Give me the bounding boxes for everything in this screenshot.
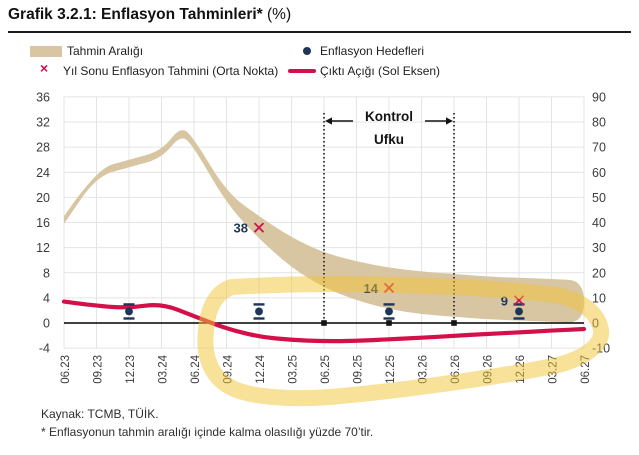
highlight-marker <box>197 276 610 407</box>
band-swatch-icon <box>30 46 62 57</box>
svg-text:12.25: 12.25 <box>385 355 397 384</box>
svg-text:40: 40 <box>592 216 606 230</box>
svg-text:12.24: 12.24 <box>255 354 267 383</box>
svg-text:8: 8 <box>43 266 50 280</box>
target-dot-icon <box>303 47 311 55</box>
svg-text:28: 28 <box>36 141 50 155</box>
inflation-forecast-chart: Kontrol Ufku3814936322824201612840-490807… <box>36 90 610 407</box>
svg-text:50: 50 <box>592 191 606 205</box>
svg-text:12: 12 <box>36 241 50 255</box>
left-axis-labels: 36 32 28 24 20 16 12 8 4 0 -4 <box>36 90 50 355</box>
svg-text:-4: -4 <box>39 342 50 356</box>
control-horizon: Kontrol Ufku <box>321 109 457 326</box>
svg-text:16: 16 <box>36 216 50 230</box>
svg-text:9: 9 <box>501 293 508 308</box>
svg-text:10: 10 <box>592 291 606 305</box>
legend-output-gap-label: Çıktı Açığı (Sol Eksen) <box>320 64 441 78</box>
svg-text:03.25: 03.25 <box>287 355 299 384</box>
svg-text:30: 30 <box>592 241 606 255</box>
output-gap-line-icon <box>288 69 316 73</box>
svg-text:20: 20 <box>592 266 606 280</box>
svg-text:4: 4 <box>43 291 50 305</box>
title-divider <box>8 31 631 33</box>
svg-text:09.25: 09.25 <box>352 355 364 384</box>
svg-text:20: 20 <box>36 191 50 205</box>
chart-title-unit: (%) <box>267 6 292 23</box>
svg-text:0: 0 <box>43 317 50 331</box>
svg-text:06.25: 06.25 <box>320 355 332 384</box>
legend-band-label: Tahmin Aralığı <box>67 44 144 58</box>
footnotes: Kaynak: TCMB, TÜİK. * Enflasyonun tahmin… <box>41 405 373 441</box>
svg-text:60: 60 <box>592 166 606 180</box>
chart-area: Kontrol Ufku 38 14 9 36 32 28 24 20 16 12 8 4 0 -4 90 80 7… <box>0 85 639 415</box>
svg-text:70: 70 <box>592 141 606 155</box>
output-gap-line <box>61 299 587 344</box>
svg-text:90: 90 <box>592 91 606 105</box>
x-marker-icon: × <box>40 60 49 76</box>
legend-targets-label: Enflasyon Hedefleri <box>320 44 425 58</box>
chart-title-main: Grafik 3.2.1: Enflasyon Tahminleri* <box>8 6 263 23</box>
svg-text:06.24: 06.24 <box>190 354 202 383</box>
svg-text:09.23: 09.23 <box>92 355 104 384</box>
svg-text:03.26: 03.26 <box>417 355 429 384</box>
inflation-target-markers <box>123 303 525 320</box>
source-note: Kaynak: TCMB, TÜİK. <box>41 407 159 421</box>
svg-text:24: 24 <box>36 166 50 180</box>
svg-text:03.24: 03.24 <box>157 354 169 383</box>
svg-text:38: 38 <box>234 221 248 236</box>
svg-text:80: 80 <box>592 116 606 130</box>
legend-midpoint-label: Yıl Sonu Enflasyon Tahmini (Orta Nokta) <box>63 64 279 78</box>
chart-title: Grafik 3.2.1: Enflasyon Tahminleri* (%) <box>8 6 291 24</box>
svg-text:12.23: 12.23 <box>125 355 137 384</box>
svg-text:32: 32 <box>36 116 50 130</box>
svg-text:06.23: 06.23 <box>60 355 72 384</box>
svg-text:36: 36 <box>36 90 50 104</box>
probability-note: * Enflasyonun tahmin aralığı içinde kalm… <box>41 425 374 439</box>
